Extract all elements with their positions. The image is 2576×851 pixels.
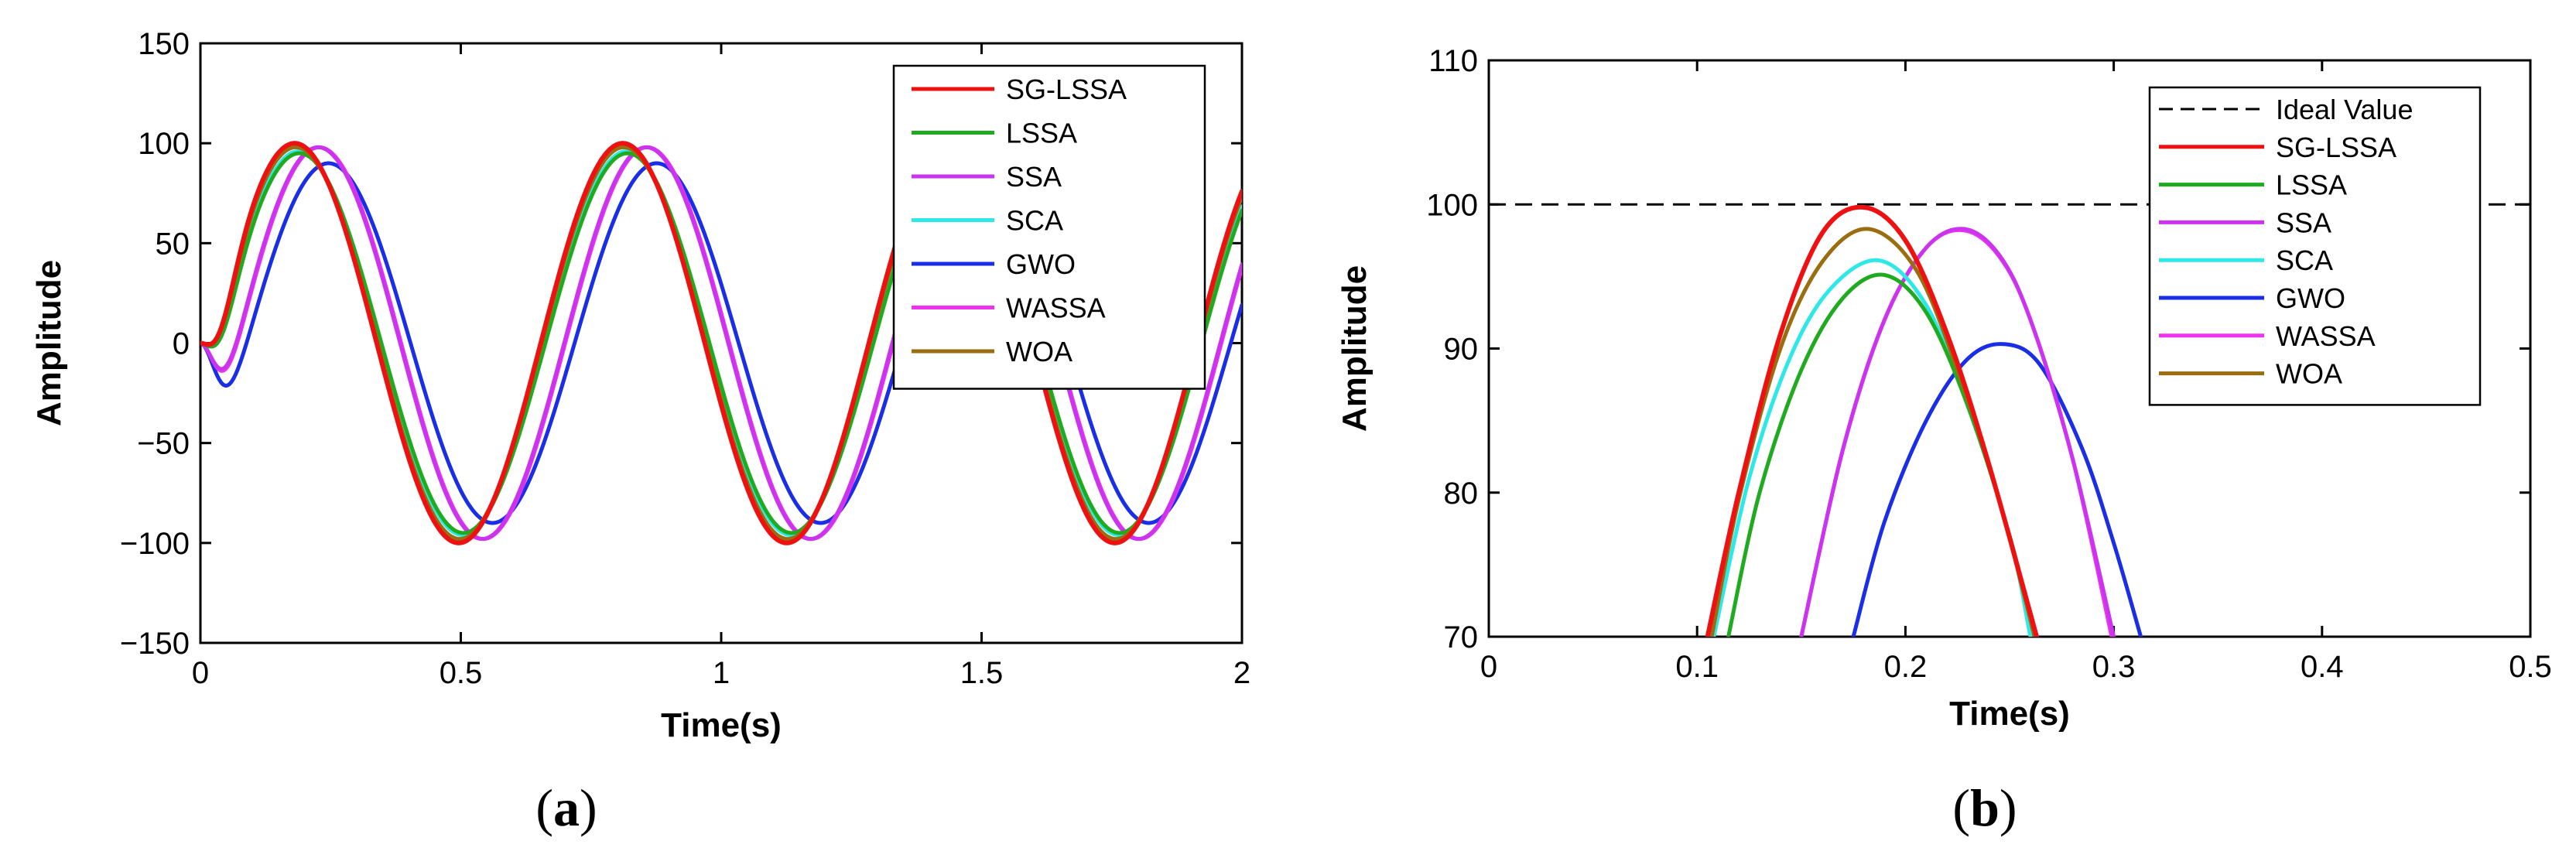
caption-open: (: [535, 778, 553, 837]
series-line-ssa: [1799, 227, 2116, 637]
x-tick-label: 2: [1233, 656, 1250, 690]
legend-label: WASSA: [2276, 320, 2376, 352]
x-tick-label: 0.1: [1675, 650, 1719, 684]
y-tick-label: 150: [138, 27, 190, 61]
x-tick-label: 0.2: [1884, 650, 1928, 684]
legend-label: WOA: [2276, 358, 2342, 390]
chart-a: 0 0.5 1 1.5 2 −150 −100 −50 0 50 100 150 SG-LSSA LSSA…: [30, 27, 1250, 837]
y-tick-label: 0: [173, 327, 190, 361]
x-tick-label: 0.3: [2092, 650, 2136, 684]
series-line-gwo: [1851, 342, 2143, 637]
legend-label: WOA: [1006, 336, 1072, 367]
legend-label: Ideal Value: [2276, 94, 2413, 125]
series-line-sg-lssa: [1705, 204, 2039, 637]
y-tick-label: −150: [120, 627, 190, 661]
caption-letter: a: [553, 778, 580, 837]
x-axis-label: Time(s): [1949, 695, 2070, 733]
caption-letter: b: [1970, 778, 2000, 837]
legend-label: SCA: [1006, 205, 1063, 237]
legend-box: [892, 64, 1206, 390]
x-tick-label: 0: [1480, 650, 1497, 684]
legend-label: WASSA: [1006, 292, 1106, 324]
legend-label: SSA: [2276, 207, 2331, 238]
legend: SG-LSSA LSSA SSA SCA GWO WASSA WOA: [892, 64, 1206, 390]
panel-caption: (a): [535, 778, 597, 837]
y-tick-label: 50: [156, 227, 190, 261]
legend-label: SG-LSSA: [1006, 73, 1127, 105]
series-line-sg-lssa: [200, 141, 1242, 545]
x-tick-label: 0.5: [2509, 650, 2552, 684]
legend-label: SG-LSSA: [2276, 132, 2396, 163]
plot-area: [1489, 203, 2530, 637]
chart-b: 0 0.1 0.2 0.3 0.4 0.5 70 80 90 100 110 Ideal Value S…: [1336, 44, 2552, 837]
caption-close: ): [2000, 778, 2017, 837]
x-tick-label: 0: [192, 656, 209, 690]
legend-label: SSA: [1006, 161, 1062, 193]
y-axis-label: Amplitude: [30, 260, 68, 426]
legend-label: SCA: [2276, 244, 2333, 276]
y-tick-label: 100: [138, 127, 190, 161]
legend: Ideal Value SG-LSSA LSSA SSA SCA GWO WASSA WOA: [2148, 86, 2482, 406]
panel-caption: (b): [1952, 778, 2017, 837]
y-axis-label: Amplitude: [1336, 265, 1374, 432]
x-tick-label: 0.4: [2301, 650, 2344, 684]
x-tick-label: 1.5: [960, 656, 1004, 690]
legend-box: [2148, 86, 2482, 406]
caption-close: ): [580, 778, 597, 837]
series-line-lssa: [200, 151, 1242, 535]
y-tick-label: −100: [120, 527, 190, 561]
x-tick-label: 0.5: [440, 656, 483, 690]
legend-label: LSSA: [1006, 118, 1077, 149]
series-line-woa: [1709, 227, 2037, 637]
y-tick-label: −50: [137, 427, 190, 461]
x-tick-label: 1: [713, 656, 730, 690]
x-axis-label: Time(s): [661, 706, 782, 744]
y-tick-label: 100: [1426, 188, 1478, 222]
legend-label: LSSA: [2276, 169, 2347, 201]
y-tick-label: 90: [1444, 333, 1479, 367]
y-tick-label: 80: [1444, 477, 1479, 511]
legend-label: GWO: [1006, 248, 1076, 280]
y-tick-label: 110: [1428, 44, 1478, 78]
caption-open: (: [1952, 778, 1970, 837]
legend-label: GWO: [2276, 282, 2345, 314]
y-tick-label: 70: [1444, 620, 1479, 654]
